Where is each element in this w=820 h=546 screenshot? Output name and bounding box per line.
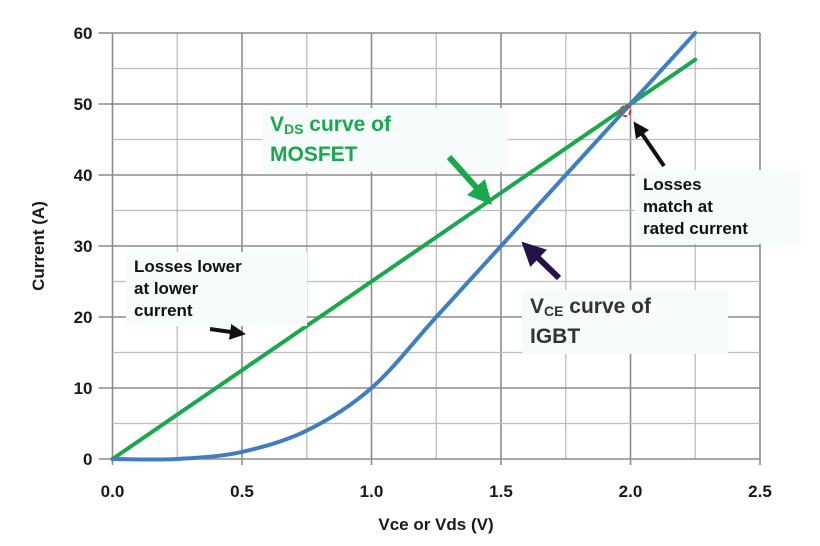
y-tick-label: 60 [74,24,93,43]
x-axis-label: Vce or Vds (V) [378,515,493,534]
x-tick-label: 1.5 [489,482,513,501]
y-tick-label: 50 [74,95,93,114]
x-tick-label: 0.5 [230,482,254,501]
x-tick-label: 0.0 [101,482,125,501]
y-tick-label: 0 [83,450,92,469]
y-tick-label: 40 [74,166,93,185]
ticks: 0.0 0.5 1.0 1.5 2.0 2.5 0 10 20 30 40 50 60 [74,24,772,501]
lower-losses-note: Losses lower at lower current [126,252,307,326]
y-tick-label: 20 [74,308,93,327]
match-note: Losses match at rated current [635,170,801,244]
series [110,31,698,462]
y-tick-label: 30 [74,237,93,256]
series-line-igbt [110,31,698,462]
y-tick-label: 10 [74,379,93,398]
grid [98,32,761,465]
x-tick-label: 2.5 [748,482,772,501]
igbt-label: VCE curve of IGBT [522,290,728,354]
mosfet-label: VDS curve of MOSFET [262,108,508,172]
x-tick-label: 2.0 [619,482,643,501]
x-tick-label: 1.0 [360,482,384,501]
y-axis-label: Current (A) [29,201,48,291]
series-line-mosfet [110,57,698,461]
